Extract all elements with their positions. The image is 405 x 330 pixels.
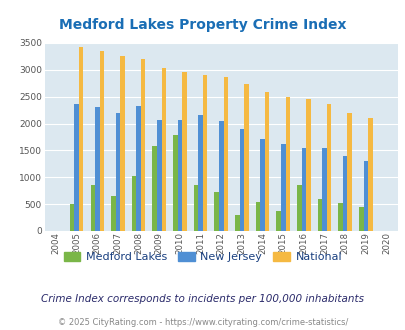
Bar bbox=[136, 106, 141, 231]
Bar bbox=[337, 203, 342, 231]
Bar bbox=[79, 47, 83, 231]
Text: Medford Lakes Property Crime Index: Medford Lakes Property Crime Index bbox=[59, 18, 346, 32]
Bar bbox=[99, 51, 104, 231]
Bar bbox=[260, 139, 264, 231]
Bar bbox=[285, 97, 289, 231]
Bar bbox=[161, 68, 166, 231]
Bar bbox=[358, 207, 363, 231]
Bar bbox=[214, 192, 218, 231]
Bar bbox=[95, 107, 99, 231]
Bar bbox=[182, 73, 186, 231]
Bar bbox=[111, 196, 115, 231]
Bar bbox=[255, 202, 260, 231]
Bar bbox=[141, 59, 145, 231]
Bar bbox=[120, 56, 124, 231]
Bar bbox=[218, 121, 223, 231]
Bar bbox=[90, 185, 95, 231]
Bar bbox=[202, 75, 207, 231]
Bar bbox=[223, 77, 228, 231]
Bar bbox=[276, 211, 280, 231]
Bar bbox=[367, 117, 372, 231]
Bar bbox=[177, 120, 182, 231]
Bar bbox=[157, 120, 161, 231]
Bar bbox=[173, 135, 177, 231]
Bar bbox=[74, 104, 79, 231]
Bar bbox=[243, 84, 248, 231]
Bar bbox=[326, 104, 330, 231]
Text: © 2025 CityRating.com - https://www.cityrating.com/crime-statistics/: © 2025 CityRating.com - https://www.city… bbox=[58, 318, 347, 327]
Legend: Medford Lakes, New Jersey, National: Medford Lakes, New Jersey, National bbox=[59, 248, 346, 267]
Bar bbox=[296, 185, 301, 231]
Bar bbox=[115, 113, 120, 231]
Text: Crime Index corresponds to incidents per 100,000 inhabitants: Crime Index corresponds to incidents per… bbox=[41, 294, 364, 304]
Bar bbox=[132, 176, 136, 231]
Bar bbox=[234, 215, 239, 231]
Bar bbox=[317, 199, 322, 231]
Bar bbox=[239, 129, 243, 231]
Bar bbox=[193, 185, 198, 231]
Bar bbox=[152, 146, 157, 231]
Bar bbox=[198, 115, 202, 231]
Bar bbox=[342, 156, 347, 231]
Bar bbox=[322, 148, 326, 231]
Bar bbox=[363, 161, 367, 231]
Bar bbox=[301, 148, 305, 231]
Bar bbox=[305, 99, 310, 231]
Bar bbox=[347, 113, 351, 231]
Bar bbox=[70, 204, 74, 231]
Bar bbox=[280, 145, 285, 231]
Bar bbox=[264, 92, 269, 231]
